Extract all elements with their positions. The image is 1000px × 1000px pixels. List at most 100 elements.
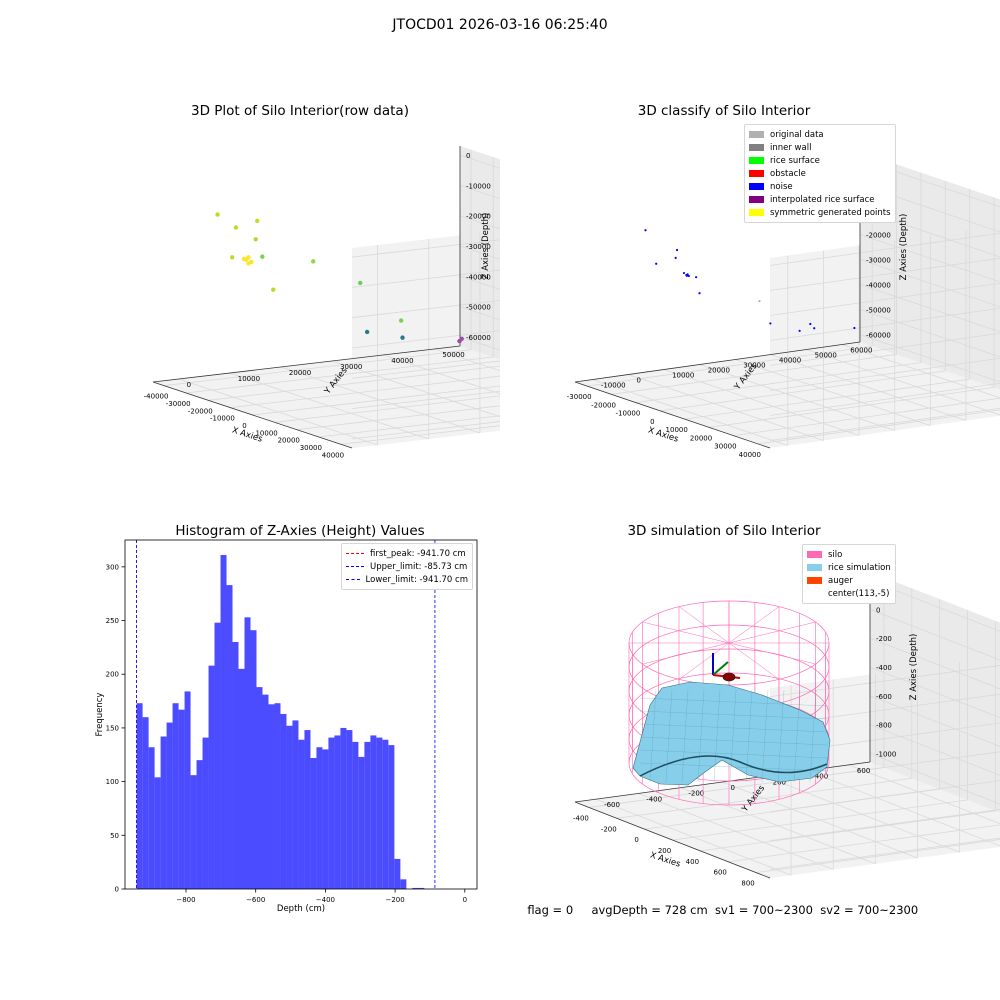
raw-y-tick-label: 20000 — [289, 369, 311, 377]
classify-z-tick-label: -20000 — [866, 232, 891, 240]
raw-grid-x — [296, 405, 500, 431]
sim-z-tick-label: -600 — [876, 693, 892, 701]
histogram-bar — [244, 617, 251, 889]
legend-swatch — [749, 183, 764, 190]
classify-data-point — [698, 292, 701, 295]
histogram-bar — [214, 622, 221, 889]
depth-histogram: −800 −600 −400 −200 0 0 50 100 150 200 250 300 Depth… — [95, 539, 478, 914]
legend-label: silo — [828, 549, 843, 560]
legend-swatch — [749, 144, 764, 151]
sim-z-tick-label: -800 — [876, 722, 892, 730]
raw-y-axis-line — [152, 345, 461, 383]
sim-z-tick-label: -400 — [876, 664, 892, 672]
classify-grid-y — [628, 374, 824, 441]
classify-data-point — [674, 256, 677, 259]
raw-x-tick-label: 0 — [242, 422, 246, 430]
sim-grid-z — [769, 637, 1000, 755]
sim-x-tick-label: 200 — [658, 847, 671, 855]
histogram-bar — [394, 858, 401, 889]
raw-data-point — [215, 212, 220, 217]
histogram-bar — [190, 775, 197, 889]
rice-mesh-line — [649, 689, 657, 783]
raw-y-tick-label: 50000 — [442, 351, 464, 359]
raw-x-tick-label: 10000 — [255, 429, 277, 437]
legend-entry: symmetric generated points — [749, 206, 891, 219]
raw-grid-x — [318, 415, 500, 438]
rice-mesh-line — [639, 762, 829, 772]
rice-surface-ridge — [639, 755, 828, 777]
legend-swatch — [749, 170, 764, 177]
raw-data-point — [400, 335, 405, 340]
sim-x-tick-label: 600 — [714, 869, 727, 877]
histogram-bar — [358, 756, 365, 889]
raw-data-point — [253, 237, 258, 242]
classify-data-point — [798, 329, 801, 332]
histogram-x-axis-label: Depth (cm) — [277, 904, 325, 914]
classify-grid-y — [770, 354, 967, 421]
legend-swatch — [749, 196, 764, 203]
sim-grid-z — [769, 666, 1000, 784]
histogram-y-tick-label: 200 — [106, 671, 119, 679]
histogram-y-tick-label: 50 — [110, 832, 119, 840]
histogram-title: Histogram of Z-Axies (Height) Values — [175, 523, 425, 539]
legend-label: rice surface — [770, 155, 820, 166]
classify-data-point — [809, 322, 812, 326]
histogram-bar — [250, 630, 257, 889]
raw-grid-y — [434, 348, 500, 372]
legend-swatch — [749, 131, 764, 138]
classify-legend: original data inner wall rice surface obsta… — [744, 124, 896, 223]
legend-label: Upper_limit: -85.73 cm — [370, 561, 468, 572]
legend-entry: rice surface — [749, 154, 891, 167]
histogram-bar — [172, 703, 179, 889]
sim-y-tick-label: 200 — [773, 778, 786, 786]
histogram-bar — [364, 741, 371, 889]
classify-data-point — [687, 274, 690, 278]
histogram-bar — [370, 735, 377, 889]
sim-z-axis-label: Z Axies (Depth) — [909, 634, 919, 701]
histogram-bar — [334, 735, 341, 889]
classify-z-tick-label: -30000 — [866, 257, 891, 265]
histogram-bar — [178, 709, 185, 889]
raw-data-point — [260, 254, 265, 259]
raw-grid-x — [274, 395, 500, 423]
histogram-bar — [202, 737, 209, 889]
raw-grid-x — [186, 356, 494, 394]
raw-x-tick-label: -30000 — [166, 400, 191, 408]
raw-data-point — [364, 329, 370, 335]
classify-x-tick-label: 30000 — [714, 443, 736, 451]
histogram-bar — [388, 745, 395, 889]
classify-grid-y — [806, 349, 1000, 416]
raw-data-point — [255, 218, 260, 224]
histogram-bar — [418, 887, 425, 889]
rice-mesh-line — [639, 710, 829, 720]
histogram-bar — [268, 704, 275, 889]
raw-grid-z — [351, 154, 500, 258]
raw-z-tick-label: -40000 — [466, 273, 491, 281]
rice-mesh-line — [639, 723, 829, 733]
classify-grid-z — [769, 209, 1000, 316]
raw-x-tick-label: -20000 — [188, 407, 213, 415]
raw-data-point — [398, 318, 404, 323]
sim-grid-y — [638, 793, 834, 870]
legend-entry: first_peak: -941.70 cm — [346, 547, 468, 560]
classify-grid-y — [592, 379, 788, 446]
legend-label: Lower_limit: -941.70 cm — [365, 574, 468, 585]
classify-x-tick-label: 40000 — [739, 451, 761, 459]
histogram-bar — [232, 642, 239, 889]
legend-entry: Upper_limit: -85.73 cm — [346, 560, 468, 573]
classify-data-point — [769, 322, 772, 325]
legend-label: obstacle — [770, 168, 806, 179]
legend-label: auger — [828, 575, 853, 586]
histogram-bar — [136, 703, 143, 889]
legend-label: center(113,-5) — [828, 588, 890, 599]
classify-y-axis-line — [574, 341, 861, 383]
histogram-bar — [304, 730, 311, 889]
raw-grid-z — [351, 185, 500, 288]
histogram-bar — [310, 757, 317, 889]
raw-data-point — [271, 287, 276, 292]
classify-y-tick-label: 50000 — [815, 352, 837, 360]
legend-label: interpolated rice surface — [770, 194, 875, 205]
rice-mesh-line — [777, 689, 785, 783]
classify-grid-x — [660, 370, 946, 412]
sim-x-tick-label: 0 — [634, 836, 638, 844]
